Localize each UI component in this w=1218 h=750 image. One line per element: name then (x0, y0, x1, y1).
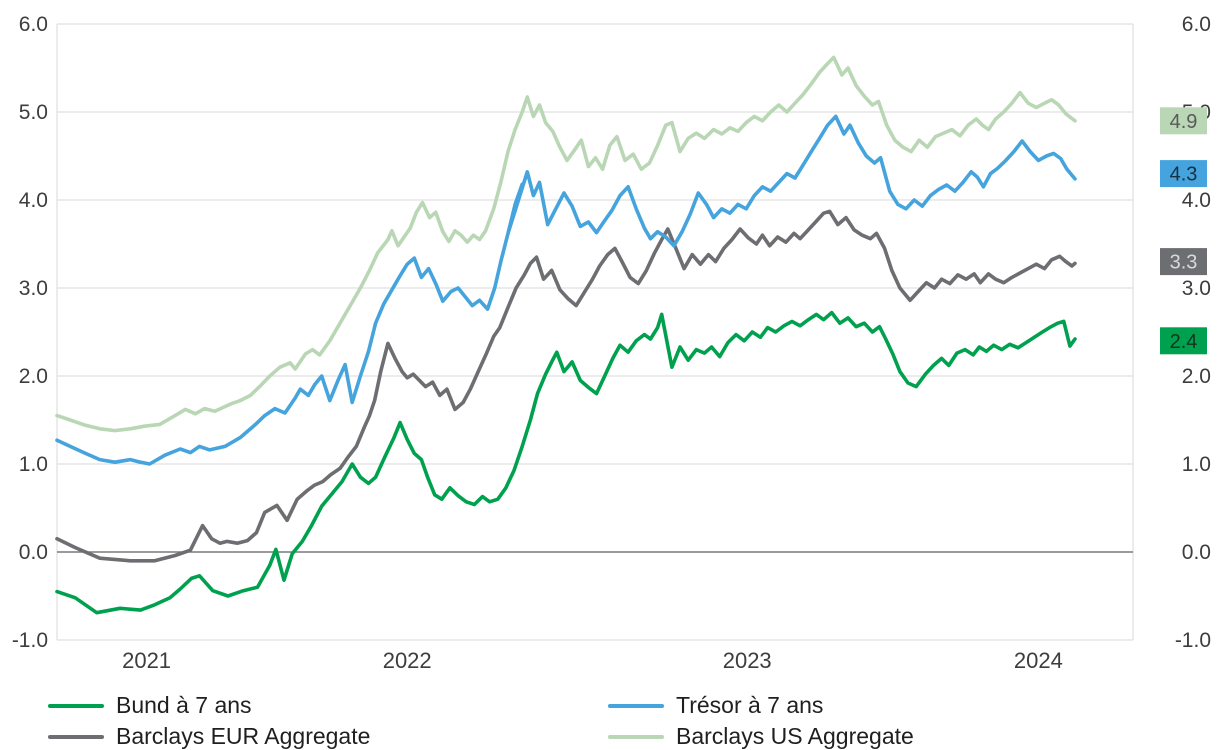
legend-label: Barclays US Aggregate (676, 723, 914, 749)
series-line-barclays-us-aggregate (55, 55, 1077, 433)
x-axis-label-2024: 2024 (1014, 648, 1063, 673)
legend-item-barclays-eur-aggregate: Barclays EUR Aggregate (0, 723, 608, 750)
end-value-tag (1160, 160, 1207, 188)
end-value-tag-label: 4.3 (1170, 164, 1198, 186)
y-axis-label-right: -1.0 (1175, 629, 1211, 652)
legend-label: Barclays EUR Aggregate (116, 723, 371, 749)
y-axis-label-right: 1.0 (1182, 453, 1211, 476)
legend-swatch-gray-line (48, 734, 104, 739)
chart-legend: Bund à 7 ans Trésor à 7 ans Barclays EUR… (0, 690, 1218, 750)
y-axis-label-left: 2.0 (19, 365, 48, 388)
legend-label: Trésor à 7 ans (676, 692, 824, 718)
y-axis-label-left: 6.0 (19, 13, 48, 36)
y-axis-label-right: 3.0 (1182, 277, 1211, 300)
legend-item-bund-7-ans: Bund à 7 ans (0, 692, 608, 719)
x-axis-label-2021: 2021 (122, 648, 171, 673)
legend-swatch-green-line (48, 703, 104, 708)
x-axis-label-2022: 2022 (383, 648, 432, 673)
y-axis-label-left: 0.0 (19, 541, 48, 564)
end-value-tag-label: 2.4 (1170, 331, 1198, 353)
legend-row-1: Bund à 7 ans Trésor à 7 ans (0, 690, 1218, 721)
series-line-tr-sor-7-ans (55, 114, 1077, 466)
legend-swatch-blue-line (608, 703, 664, 708)
line-chart: 6.06.05.05.04.04.03.03.02.02.01.01.00.00… (12, 13, 1211, 673)
end-value-tag (1160, 248, 1207, 276)
y-axis-label-right: 4.0 (1182, 189, 1211, 212)
y-axis-label-left: 4.0 (19, 189, 48, 212)
end-value-tag-label: 3.3 (1170, 252, 1198, 274)
end-value-tag-label: 4.9 (1170, 111, 1198, 133)
legend-swatch-light-green-line (608, 734, 664, 739)
y-axis-label-right: 6.0 (1182, 13, 1211, 36)
y-axis-label-left: 3.0 (19, 277, 48, 300)
series-line-bund-7-ans (55, 310, 1077, 615)
series-line-barclays-eur-aggregate (55, 209, 1077, 563)
y-axis-label-right: 2.0 (1182, 365, 1211, 388)
x-axis-label-2023: 2023 (723, 648, 772, 673)
legend-label: Bund à 7 ans (116, 692, 252, 718)
y-axis-label-right: 0.0 (1182, 541, 1211, 564)
end-value-tag (1160, 327, 1207, 355)
legend-item-tresor-7-ans: Trésor à 7 ans (608, 692, 1218, 719)
end-value-tag (1160, 107, 1207, 135)
legend-item-barclays-us-aggregate: Barclays US Aggregate (608, 723, 1218, 750)
y-axis-label-left: 5.0 (19, 101, 48, 124)
y-axis-label-left: 1.0 (19, 453, 48, 476)
y-axis-label-left: -1.0 (12, 629, 48, 652)
legend-row-2: Barclays EUR Aggregate Barclays US Aggre… (0, 721, 1218, 750)
